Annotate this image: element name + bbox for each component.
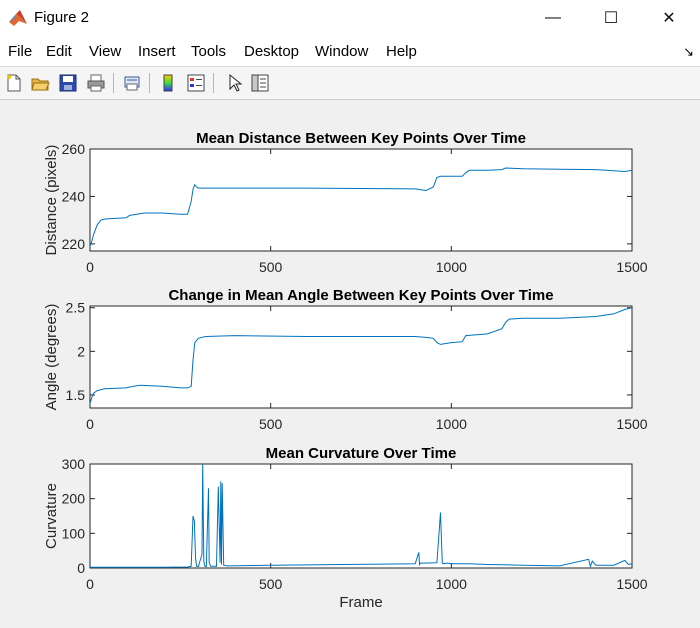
x-tick-label: 500 — [259, 416, 283, 432]
menu-insert[interactable]: Insert — [138, 43, 176, 60]
y-tick-label: 1.5 — [66, 387, 86, 403]
minimize-button[interactable]: — — [545, 9, 561, 26]
data-line-series — [89, 167, 633, 247]
plot-area — [89, 148, 633, 252]
x-tick-label: 0 — [86, 416, 94, 432]
menu-desktop[interactable]: Desktop — [244, 43, 300, 60]
window-title: Figure 2 — [34, 9, 90, 26]
figure-canvas: 0 500 1000 1500 220 240 260 Mean Distance Betwe… — [0, 100, 700, 623]
x-tick-label: 500 — [259, 259, 283, 275]
x-tick-label: 500 — [259, 576, 283, 592]
data-line-series — [89, 307, 633, 404]
title-bar: Figure 2 — ☐ ✕ — [0, 0, 700, 36]
matlab-logo-icon — [9, 10, 27, 26]
new-figure-icon[interactable] — [2, 71, 26, 95]
x-tick-label: 1500 — [616, 576, 647, 592]
close-button[interactable]: ✕ — [662, 10, 676, 27]
x-tick-label: 0 — [86, 259, 94, 275]
plot-area — [89, 305, 633, 409]
save-icon[interactable] — [56, 71, 80, 95]
menu-file[interactable]: File — [8, 43, 33, 60]
axes-1[interactable]: 0 500 1000 1500 220 240 260 Mean Distance Betwe… — [43, 130, 648, 275]
axes-2[interactable]: 0 500 1000 1500 1.5 2 2.5 Change in Mean Angle … — [43, 287, 648, 432]
colorbar-icon[interactable] — [156, 71, 180, 95]
x-tick-label: 0 — [86, 576, 94, 592]
print-icon[interactable] — [84, 71, 108, 95]
y-tick-label: 2 — [77, 343, 85, 359]
y-tick-label: 220 — [62, 236, 86, 252]
print-preview-icon[interactable] — [120, 71, 144, 95]
x-tick-label: 1500 — [616, 416, 647, 432]
toolbar-separator — [213, 73, 214, 93]
plot-area — [89, 463, 633, 569]
property-inspector-icon[interactable] — [248, 71, 272, 95]
menu-window[interactable]: Window — [315, 43, 369, 60]
y-tick-label: 100 — [62, 525, 86, 541]
open-file-icon[interactable] — [28, 71, 52, 95]
y-tick-label: 240 — [62, 188, 86, 204]
y-axis-label: Curvature — [43, 483, 60, 549]
maximize-button[interactable]: ☐ — [603, 10, 619, 27]
menu-edit[interactable]: Edit — [46, 43, 72, 60]
y-tick-label: 300 — [62, 456, 86, 472]
y-tick-label: 2.5 — [66, 300, 86, 316]
menu-tools[interactable]: Tools — [191, 43, 227, 60]
x-axis-label: Frame — [339, 594, 382, 611]
axes-3[interactable]: 0 500 1000 1500 0 100 200 300 Mean Curvature Ove… — [43, 445, 648, 611]
toolbar-separator — [113, 73, 114, 93]
y-axis-label: Angle (degrees) — [43, 304, 60, 411]
data-line-series — [90, 463, 633, 568]
y-tick-label: 200 — [62, 491, 86, 507]
dock-arrow-icon[interactable]: ↘ — [683, 44, 694, 59]
plot-title: Mean Curvature Over Time — [266, 445, 457, 462]
x-tick-label: 1500 — [616, 259, 647, 275]
edit-plot-arrow-icon[interactable] — [222, 71, 246, 95]
y-tick-label: 0 — [77, 560, 85, 576]
x-tick-label: 1000 — [436, 576, 467, 592]
toolbar-separator — [149, 73, 150, 93]
plot-title: Mean Distance Between Key Points Over Ti… — [196, 130, 526, 147]
menu-help[interactable]: Help — [386, 43, 417, 60]
figure-toolbar — [0, 67, 700, 100]
y-axis-label: Distance (pixels) — [43, 145, 60, 256]
x-tick-label: 1000 — [436, 259, 467, 275]
legend-icon[interactable] — [184, 71, 208, 95]
y-tick-label: 260 — [62, 141, 86, 157]
menu-bar: File Edit View Insert Tools Desktop Wind… — [0, 36, 700, 67]
x-tick-label: 1000 — [436, 416, 467, 432]
menu-view[interactable]: View — [89, 43, 122, 60]
plot-title: Change in Mean Angle Between Key Points … — [168, 287, 553, 304]
